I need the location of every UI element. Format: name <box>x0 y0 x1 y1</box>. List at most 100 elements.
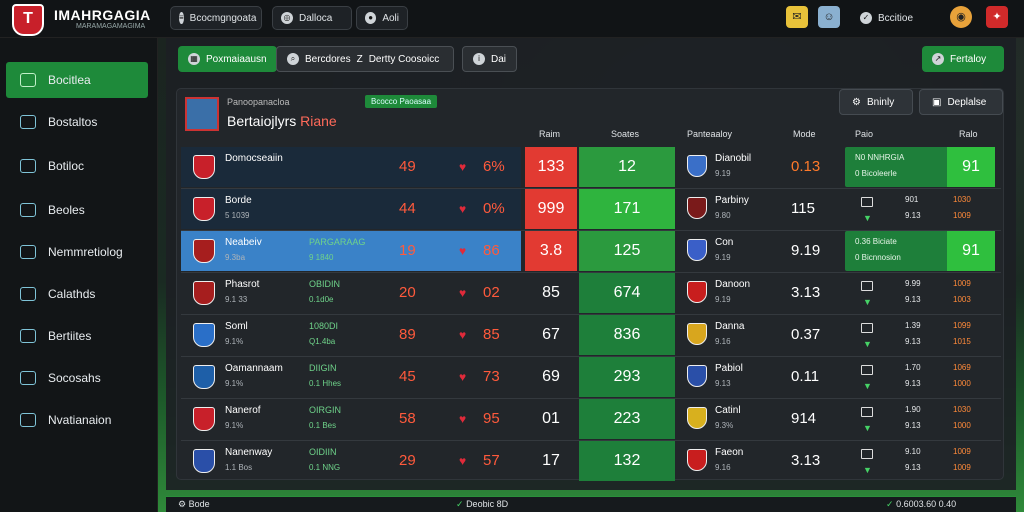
sidebar-item-5[interactable]: Nemmretiolog <box>6 234 148 270</box>
flag-icon <box>861 407 873 417</box>
heart-icon[interactable]: ♥ <box>459 412 467 426</box>
display-button[interactable]: ▣ Deplalse <box>919 89 1003 115</box>
bottom-center[interactable]: ✓ Deobic 8D <box>456 499 508 510</box>
opponent-value: 3.13 <box>791 284 821 301</box>
nav-pill-2[interactable]: ◎ Dalloca <box>272 6 352 30</box>
value-2: 85 <box>483 326 500 343</box>
sidebar-item-9[interactable]: Nvatianaion <box>6 402 148 438</box>
sidebar: Bocitlea Bostaltos Botiloc Beoles Nemmre… <box>0 38 158 512</box>
highlight-cell[interactable]: N0 NNHRGIA 0 Bicoleerle 91 <box>845 147 995 187</box>
account-menu[interactable]: ✓ Bccitioe <box>852 6 926 30</box>
opponent-crest-icon <box>687 407 707 429</box>
sidebar-item-2[interactable]: Bostaltos <box>6 104 148 140</box>
right-tool-button[interactable]: ↗ Fertaloy <box>922 46 1004 72</box>
col-header-3[interactable]: Panteaaloy <box>687 129 733 139</box>
row-divider <box>181 356 1001 357</box>
opponent-name: Faeon <box>715 447 744 458</box>
export-icon: ↗ <box>932 53 944 65</box>
heart-icon[interactable]: ♥ <box>459 370 467 384</box>
panel-subtitle: Panoopanacloa <box>227 97 290 107</box>
heart-icon[interactable]: ♥ <box>459 160 467 174</box>
chat-icon <box>20 329 36 343</box>
filter-icon: ⚙ <box>852 96 861 108</box>
opponent-name: Catinl <box>715 405 741 416</box>
value-2: 02 <box>483 284 500 301</box>
score-b: 223 <box>579 399 675 439</box>
value-2: 73 <box>483 368 500 385</box>
arrow-icon: ▼ <box>863 423 872 433</box>
settings-icon[interactable]: ✦ <box>986 6 1008 28</box>
brand-shield-icon[interactable]: T <box>12 4 44 36</box>
opponent-sub: 9.3% <box>715 421 734 430</box>
col-header-1[interactable]: Raim <box>539 129 561 139</box>
nav-pill-1[interactable]: ≡ Bcocmgngoata <box>170 6 262 30</box>
check-icon: ✓ <box>860 12 872 24</box>
highlight-cell[interactable]: 0.36 Biciate 0 Bicnnosion 91 <box>845 231 995 271</box>
player-stat: PARGARAAG <box>309 237 366 247</box>
grid-icon: ▦ <box>188 53 200 65</box>
player-stat-2: 0.1d0e <box>309 295 334 304</box>
table-row[interactable]: Neabeiv 9.3ba PARGARAAG 9 1840 19 ♥ 86 3… <box>181 231 1001 271</box>
document-icon <box>20 203 36 217</box>
filter-button-label: Bninly <box>866 96 895 108</box>
panel-title: Bertaiojlyrs Riane <box>227 113 337 129</box>
panel-title-b: Riane <box>300 113 337 129</box>
filter-button[interactable]: ⚙ Bninly <box>839 89 913 115</box>
heart-icon[interactable]: ♥ <box>459 328 467 342</box>
sidebar-item-label: Bostaltos <box>48 115 98 129</box>
player-name: Soml <box>225 321 248 332</box>
brand-name: IMAHRGAGIA <box>54 7 151 23</box>
notification-icon[interactable]: ✉ <box>786 6 808 28</box>
home-icon <box>20 73 36 87</box>
filter-tool-button[interactable]: ⌕ Bercdores Z Dertty Coosoicc <box>276 46 454 72</box>
heart-icon[interactable]: ♥ <box>459 244 467 258</box>
team-crest-icon <box>193 281 215 305</box>
opponent-sub: 9.19 <box>715 169 731 178</box>
primary-tool-button[interactable]: ▦ Poxmaiaausn <box>178 46 277 72</box>
heart-icon[interactable]: ♥ <box>459 454 467 468</box>
col-header-4[interactable]: Mode <box>793 129 816 139</box>
sidebar-item-8[interactable]: Socosahs <box>6 360 148 396</box>
table-row[interactable]: Domocseaiin 49 ♥ 6% 133 12 Dianobil 9.19… <box>181 147 1001 187</box>
col-header-2[interactable]: Soates <box>611 129 640 139</box>
table-row[interactable]: Phasrot 9.1 33 OBIDIN 0.1d0e 20 ♥ 02 85 … <box>181 273 1001 313</box>
flag-icon <box>861 281 873 291</box>
sidebar-item-label: Bertiites <box>48 329 92 343</box>
value-2: 57 <box>483 452 500 469</box>
table-row[interactable]: Nanenway 1.1 Bos OIDIIN 0.1 NNG 29 ♥ 57 … <box>181 441 1001 481</box>
top-bar: T IMAHRGAGIA MARAMAGAMAGIMA ≡ Bcocmgngoa… <box>0 0 1024 38</box>
table-row[interactable]: Borde 5 1039 44 ♥ 0% 999 171 Parbiny 9.8… <box>181 189 1001 229</box>
small-stat-2: 9.13 <box>905 379 921 388</box>
sidebar-item-7[interactable]: Bertiites <box>6 318 148 354</box>
heart-icon[interactable]: ♥ <box>459 202 467 216</box>
sidebar-item-6[interactable]: Calathds <box>6 276 148 312</box>
status-badge: Bcocco Paoasaa <box>365 95 438 108</box>
avatar[interactable]: ☺ <box>818 6 840 28</box>
nav-pill-3[interactable]: ● Aoli <box>356 6 408 30</box>
brand-subtitle: MARAMAGAMAGIMA <box>76 23 146 30</box>
player-avatar <box>185 97 219 131</box>
col-header-6[interactable]: Ralo <box>959 129 978 139</box>
club-badge-icon[interactable]: ◉ <box>950 6 972 28</box>
filter-tool-label: Bercdores <box>305 53 351 65</box>
opponent-value: 115 <box>791 200 815 217</box>
player-sub: 5 1039 <box>225 211 250 220</box>
row-divider <box>181 440 1001 441</box>
table-row[interactable]: Oamannaam 9.1% DIIGIN 0.1 Hhes 45 ♥ 73 6… <box>181 357 1001 397</box>
sidebar-item-1[interactable]: Bocitlea <box>6 62 148 98</box>
col-header-5[interactable]: Paio <box>855 129 874 139</box>
opponent-sub: 9.19 <box>715 295 731 304</box>
sidebar-item-4[interactable]: Beoles <box>6 192 148 228</box>
bottom-left[interactable]: ⚙ Bode <box>178 499 210 510</box>
heart-icon[interactable]: ♥ <box>459 286 467 300</box>
extra-tool-button[interactable]: i Dai <box>462 46 518 72</box>
opponent-crest-icon <box>687 197 707 219</box>
table-row[interactable]: Nanerof 9.1% OIRGIN 0.1 Bes 58 ♥ 95 01 2… <box>181 399 1001 439</box>
opponent-name: Pabiol <box>715 363 743 374</box>
nav-pill-1-label: Bcocmgngoata <box>189 12 257 24</box>
sidebar-item-3[interactable]: Botiloc <box>6 148 148 184</box>
value-1: 20 <box>399 284 416 301</box>
player-stat-2: 0.1 NNG <box>309 463 341 472</box>
table-row[interactable]: Soml 9.1% 1080DI Q1.4ba 89 ♥ 85 67 836 D… <box>181 315 1001 355</box>
player-name: Neabeiv <box>225 237 262 248</box>
